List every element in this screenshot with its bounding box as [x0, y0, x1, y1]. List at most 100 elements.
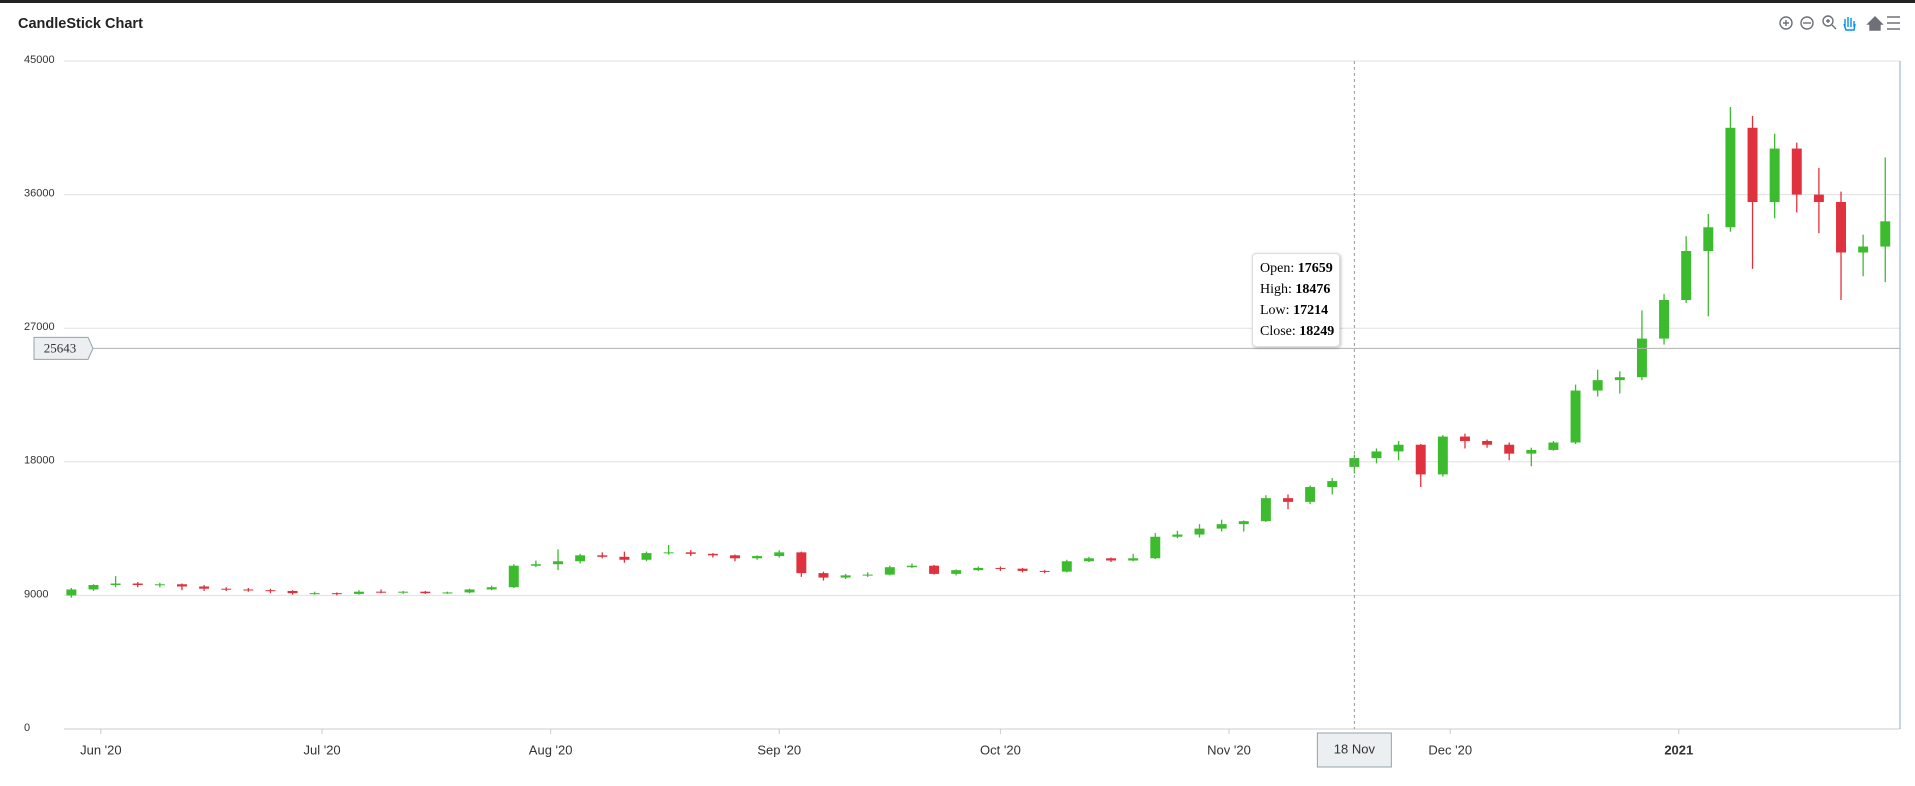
zoom-out-button[interactable]: [1800, 16, 1814, 30]
x-tick-label: Dec '20: [1428, 742, 1472, 757]
candle-body: [1017, 568, 1028, 571]
candle-body: [575, 555, 586, 562]
candle-body: [906, 565, 917, 568]
candle-body: [331, 593, 342, 595]
candle-body: [110, 583, 121, 586]
candle-body: [1393, 444, 1404, 452]
candle-body: [1636, 338, 1647, 378]
candle-body: [309, 593, 320, 595]
crosshair-x-label: 18 Nov: [1334, 741, 1376, 756]
y-tick-label: 45000: [24, 54, 55, 66]
x-tick-label: 2021: [1664, 742, 1693, 757]
tooltip: Open: 17659 High: 18476 Low: 17214 Close: 1…: [1252, 253, 1340, 347]
x-tick-label: Sep '20: [757, 742, 801, 757]
candle-body: [1791, 148, 1802, 195]
candle-body: [464, 589, 475, 593]
candle-body: [1128, 558, 1139, 561]
candle-body: [66, 589, 77, 596]
tooltip-row: Close: 18249: [1260, 321, 1339, 342]
toolbar: [1779, 15, 1900, 31]
candle-body: [1858, 246, 1869, 253]
candle-body: [176, 584, 187, 587]
candle-body: [730, 555, 740, 559]
candle-body: [353, 591, 364, 594]
candle-body: [1216, 524, 1227, 529]
candle-body: [1437, 436, 1448, 475]
candle-body: [265, 590, 276, 592]
tooltip-label: Close:: [1260, 324, 1296, 339]
candle-body: [1836, 202, 1846, 253]
y-tick-label: 18000: [24, 455, 55, 467]
x-tick-label: Jul '20: [303, 742, 340, 757]
candle-body: [1592, 380, 1603, 391]
candle-body: [1769, 148, 1780, 203]
zoom-in-button[interactable]: [1779, 16, 1793, 30]
candle-body: [1548, 442, 1559, 450]
candle-body: [1703, 227, 1714, 252]
candle-body: [1570, 390, 1581, 443]
candle-body: [1106, 558, 1117, 561]
candle-body: [1260, 498, 1271, 522]
candle-body: [884, 567, 895, 575]
candle-body: [1482, 441, 1493, 445]
candle-body: [1747, 127, 1758, 203]
candle-body: [1349, 458, 1360, 467]
candle-body: [1725, 127, 1736, 228]
candle-body: [840, 575, 851, 578]
y-tick-label: 27000: [24, 321, 55, 333]
x-tick-label: Aug '20: [529, 742, 573, 757]
candle-body: [199, 586, 210, 589]
candle-body: [1371, 451, 1382, 459]
candle-body: [1504, 444, 1515, 454]
candle-body: [1061, 561, 1072, 572]
candle-body: [287, 590, 298, 594]
candle-body: [685, 552, 696, 554]
top-bar: [0, 0, 1915, 3]
candle-body: [508, 565, 519, 588]
menu-button[interactable]: [1887, 16, 1900, 30]
tooltip-row: Low: 17214: [1260, 300, 1339, 321]
x-tick-label: Nov '20: [1207, 742, 1251, 757]
candle-body: [376, 591, 387, 593]
crosshair-y-label: 25643: [44, 340, 77, 355]
candle-body: [796, 552, 807, 574]
candle-body: [641, 553, 652, 560]
reset-button[interactable]: [1866, 16, 1884, 31]
crosshair-y-label-box: [33, 336, 94, 360]
candle-body: [818, 573, 829, 578]
candle-body: [774, 552, 785, 557]
candle-body: [862, 574, 873, 576]
candle-body: [1526, 449, 1537, 454]
tooltip-label: Low:: [1260, 303, 1290, 318]
tooltip-value: 17659: [1297, 261, 1333, 276]
candle-body: [442, 592, 453, 594]
candle-body: [1327, 481, 1338, 488]
candle-body: [1614, 377, 1625, 381]
candle-body: [1039, 570, 1050, 572]
candle-body: [221, 588, 232, 590]
candle-body: [973, 567, 984, 571]
y-tick-label: 0: [24, 722, 30, 734]
tooltip-value: 17214: [1293, 303, 1329, 318]
candle-body: [154, 584, 165, 586]
candle-body: [530, 564, 541, 566]
candles: [66, 107, 1891, 598]
candle-body: [752, 556, 763, 559]
crosshair-x-label-box: [1316, 732, 1392, 768]
candle-body: [707, 553, 718, 556]
tooltip-value: 18476: [1295, 282, 1331, 297]
candle-body: [1283, 498, 1293, 502]
tooltip-row: Open: 17659: [1260, 258, 1339, 279]
y-tick-label: 36000: [24, 188, 55, 200]
candle-body: [1415, 444, 1426, 475]
candle-body: [995, 567, 1006, 569]
candle-body: [420, 591, 431, 594]
chart-title: CandleStick Chart: [18, 16, 143, 32]
candle-body: [132, 583, 143, 586]
zoom-button[interactable]: [1822, 15, 1837, 30]
candle-body: [1813, 194, 1824, 203]
candle-body: [398, 591, 409, 593]
pan-button[interactable]: [1843, 17, 1856, 31]
